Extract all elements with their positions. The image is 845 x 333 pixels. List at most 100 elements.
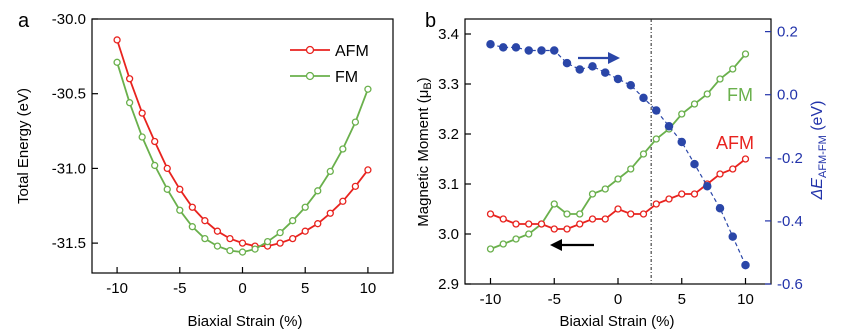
- x-tick-label: 10: [360, 280, 377, 297]
- data-point: [276, 229, 284, 237]
- data-point: [525, 230, 533, 238]
- data-point: [613, 74, 623, 84]
- data-point: [627, 210, 635, 218]
- data-point: [364, 166, 372, 174]
- data-point: [614, 205, 622, 213]
- data-point: [588, 215, 597, 223]
- svg-text:Magnetic Moment (μB): Magnetic Moment (μB): [415, 77, 434, 226]
- data-point: [562, 58, 572, 68]
- y-tick-label: 2.9: [438, 276, 459, 293]
- data-point: [163, 185, 171, 193]
- afm-series-label: AFM: [716, 133, 754, 153]
- y-tick-label-right: -0.4: [777, 213, 803, 230]
- data-point: [499, 215, 507, 223]
- data-point: [339, 145, 347, 153]
- series-fm: [113, 58, 372, 256]
- data-point: [729, 65, 737, 73]
- data-point: [716, 170, 724, 178]
- data-point: [537, 220, 546, 228]
- data-point: [576, 210, 584, 218]
- y-tick-label: 3.3: [438, 76, 459, 93]
- y-tick-label: -30.0: [52, 11, 86, 28]
- data-point: [741, 50, 750, 58]
- legend-item-afm: AFM: [290, 43, 369, 60]
- legend-label: AFM: [335, 43, 369, 60]
- y-tick-label: 3.0: [438, 226, 459, 243]
- y-tick-label-right: 0.2: [777, 24, 798, 41]
- data-point: [251, 245, 259, 253]
- data-point: [537, 46, 546, 55]
- data-point: [201, 217, 209, 225]
- data-point: [639, 150, 648, 158]
- fm-series-label: FM: [727, 85, 753, 105]
- svg-text:ΔEAFM-FM (eV): ΔEAFM-FM (eV): [809, 101, 829, 201]
- data-point: [486, 210, 495, 218]
- data-point: [525, 220, 533, 228]
- data-point: [741, 260, 750, 270]
- data-point: [665, 195, 673, 203]
- legend-marker: [305, 45, 315, 55]
- y-tick-label-right: -0.6: [777, 276, 803, 293]
- y-tick-label: -30.5: [52, 86, 86, 103]
- x-tick-label: -5: [173, 280, 186, 297]
- x-tick-label: -5: [548, 291, 561, 308]
- data-point: [276, 239, 284, 247]
- data-point: [576, 220, 584, 228]
- data-point: [511, 43, 521, 52]
- x-tick-label: 5: [301, 280, 309, 297]
- panel-a-y-ticks: -30.0 -30.5 -31.0 -31.5: [52, 11, 98, 252]
- legend-label: FM: [335, 69, 358, 86]
- panel-a-series: [113, 36, 372, 256]
- data-point: [601, 215, 609, 223]
- data-point: [729, 165, 737, 173]
- data-point: [226, 246, 234, 255]
- data-point: [301, 227, 309, 235]
- data-point: [113, 36, 121, 44]
- data-point: [614, 175, 622, 183]
- legend-item-fm: FM: [290, 69, 358, 86]
- data-point: [716, 75, 724, 83]
- data-point: [690, 159, 699, 169]
- data-point: [188, 203, 196, 211]
- panel-b-y-ticks-left: 2.9 3.0 3.1 3.2 3.3 3.4: [438, 26, 471, 293]
- data-point: [314, 220, 322, 228]
- x-tick-label: -10: [480, 291, 502, 308]
- data-point: [213, 227, 222, 235]
- data-point: [213, 242, 222, 250]
- series-afm: [113, 36, 372, 250]
- data-point: [652, 200, 660, 208]
- data-point: [550, 225, 558, 233]
- y-tick-label-right: 0.0: [777, 87, 798, 104]
- data-point: [125, 75, 134, 83]
- data-point: [238, 239, 247, 247]
- data-point: [326, 209, 334, 217]
- data-point: [364, 85, 372, 93]
- data-point: [498, 43, 508, 52]
- series-line: [490, 53, 747, 250]
- data-point: [626, 81, 636, 90]
- panel-b-letter: b: [425, 10, 436, 32]
- data-point: [627, 165, 635, 173]
- panel-b-right-y-axis-label: ΔEAFM-FM (eV): [809, 101, 829, 201]
- y-tick-label: 3.1: [438, 176, 459, 193]
- left-arrow: [550, 239, 594, 251]
- data-point: [176, 206, 184, 214]
- y-tick-label: 3.2: [438, 126, 459, 143]
- data-point: [163, 164, 171, 173]
- panel-b-x-axis-label: Biaxial Strain (%): [559, 313, 674, 330]
- series-line: [490, 43, 747, 266]
- data-point: [563, 225, 571, 233]
- data-point: [512, 220, 520, 228]
- panel-a: a -30.0 -30.5 -31.0 -31.5 -10 -5 0 5 10 AFM FM B…: [15, 10, 394, 330]
- data-point: [601, 185, 609, 193]
- data-point: [151, 161, 159, 170]
- data-point: [339, 197, 347, 205]
- x-tick-label: -10: [106, 280, 128, 297]
- panel-b: b 2.93.03.13.23.33.4 -0.6-0.4-0.20.00.2 …: [415, 10, 829, 330]
- x-tick-label: 0: [614, 291, 622, 308]
- data-point: [652, 106, 661, 115]
- right-arrow: [578, 52, 620, 64]
- panel-b-x-ticks: -10 -5 0 5 10: [480, 278, 754, 308]
- data-point: [188, 223, 196, 231]
- data-point: [563, 210, 571, 218]
